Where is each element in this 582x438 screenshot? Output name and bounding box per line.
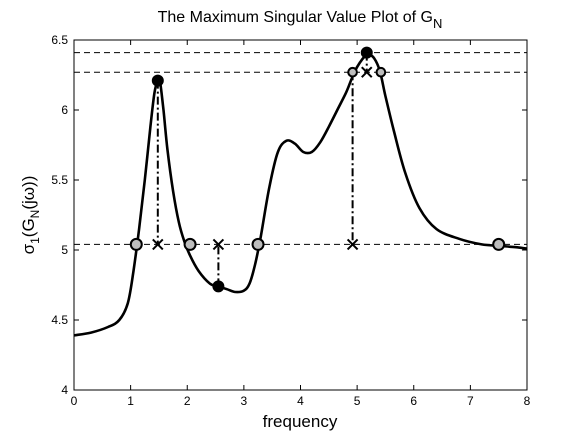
cross-marker [346, 238, 359, 251]
gray-circle-marker [347, 66, 358, 78]
gray-circle-marker [129, 237, 143, 251]
y-axis-label: σ1(GN(jω)) [19, 176, 42, 255]
gray-circle-marker [375, 66, 387, 78]
gray-circle-marker [183, 237, 197, 251]
chart-title-main: The Maximum Singular Value Plot of G [158, 9, 433, 26]
y-label-rest: (jω)) [19, 176, 38, 210]
chart-title: The Maximum Singular Value Plot of GN [158, 9, 443, 31]
chart-title-subscript: N [433, 16, 442, 31]
filled-circle-marker [212, 280, 225, 293]
cross-stroke [361, 66, 373, 78]
filled-circle-marker [151, 74, 164, 87]
cross-marker [361, 66, 373, 78]
x-tick-label: 2 [184, 394, 191, 408]
x-axis-label: frequency [263, 412, 338, 431]
x-tick-label: 3 [241, 394, 248, 408]
y-tick-label: 6.5 [51, 33, 68, 47]
cross-marker [152, 238, 164, 251]
singular-value-curve [74, 52, 527, 337]
gray-circle-marker [251, 237, 265, 251]
x-tick-label: 7 [467, 394, 474, 408]
cross-stroke [152, 238, 164, 251]
gray-circle-marker [492, 237, 506, 251]
x-tick-label: 4 [297, 394, 304, 408]
y-label-open: (G [19, 218, 38, 237]
cross-stroke [346, 238, 359, 251]
y-tick-label: 5 [61, 243, 68, 257]
x-tick-label: 6 [410, 394, 417, 408]
y-tick-label: 5.5 [51, 173, 68, 187]
y-tick-label: 4 [61, 383, 68, 397]
y-label-sigma: σ [19, 243, 38, 254]
filled-circle-marker [360, 46, 373, 59]
x-tick-label: 5 [354, 394, 361, 408]
x-tick-label: 8 [524, 394, 531, 408]
x-tick-label: 1 [127, 394, 134, 408]
cross-stroke [212, 238, 225, 251]
svg-text:σ1(GN(jω)): σ1(GN(jω)) [19, 176, 42, 255]
y-tick-label: 4.5 [51, 313, 68, 327]
cross-marker [212, 238, 225, 251]
y-label-g-subscript: N [28, 210, 42, 219]
y-label-sigma-subscript: 1 [28, 237, 42, 244]
x-tick-label: 0 [71, 394, 78, 408]
y-tick-label: 6 [61, 103, 68, 117]
